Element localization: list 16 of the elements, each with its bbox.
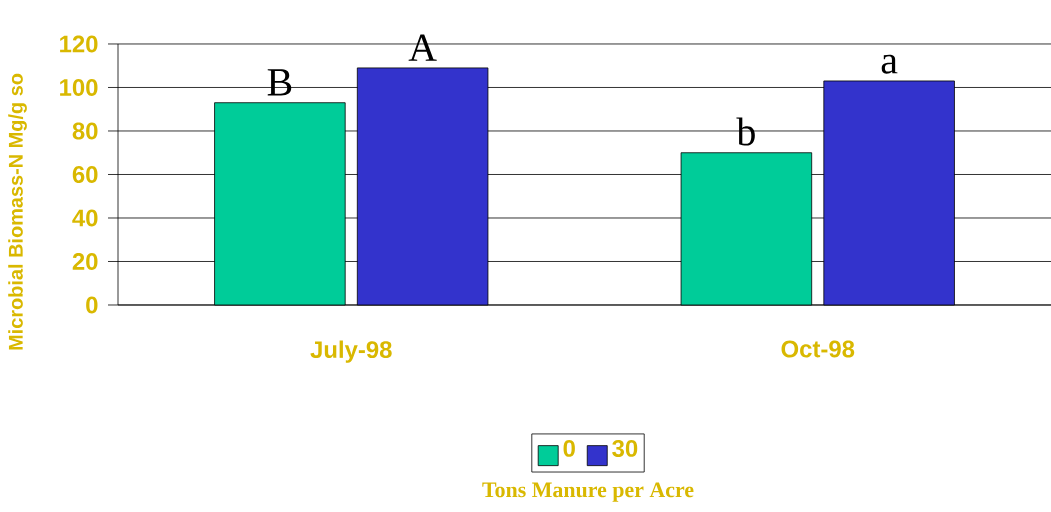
- y-axis-title: Microbial Biomass-N Mg/g so: [8, 73, 27, 350]
- y-tick-label: 120: [60, 35, 98, 53]
- legend-label: 0: [563, 439, 575, 457]
- y-tick-label: 20: [72, 253, 98, 270]
- legend-label: 30: [612, 439, 638, 457]
- y-tick-label: 60: [72, 166, 98, 183]
- x-tick-label: Oct-98: [781, 340, 855, 358]
- y-tick-label: 100: [60, 79, 98, 96]
- annotation: A: [408, 34, 437, 61]
- y-tick-label: 80: [72, 122, 98, 140]
- x-tick-label: July-98: [310, 340, 392, 363]
- annotation: a: [881, 54, 898, 74]
- legend-title: Tons Manure per Acre: [482, 482, 694, 502]
- annotation: b: [736, 117, 755, 146]
- y-tick-label: 0: [86, 296, 98, 314]
- y-tick-label: 40: [72, 209, 98, 227]
